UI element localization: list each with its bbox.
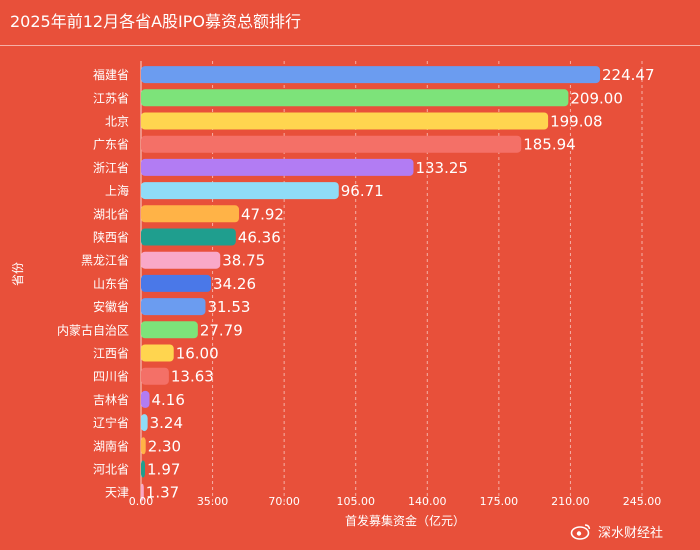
bar [141, 483, 144, 501]
category-label: 吉林省 [93, 393, 129, 407]
category-label: 黑龙江省 [81, 254, 129, 268]
bar [141, 251, 221, 269]
category-label: 江西省 [93, 347, 129, 361]
category-label: 北京 [105, 115, 129, 129]
value-label: 2.30 [148, 437, 181, 455]
bar [141, 112, 549, 130]
x-tick-label: 245.00 [623, 495, 662, 508]
grid-lines [212, 61, 643, 504]
value-label: 96.71 [341, 182, 384, 200]
x-tick-label: 175.00 [480, 495, 519, 508]
bar [141, 66, 601, 84]
y-axis-label: 省份 [11, 262, 25, 286]
bar [141, 158, 414, 176]
x-tick-label: 105.00 [336, 495, 375, 508]
category-label: 湖北省 [93, 206, 129, 221]
value-label: 224.47 [602, 66, 655, 84]
bar [141, 367, 169, 385]
category-label: 浙江省 [93, 161, 129, 175]
category-label: 陕西省 [93, 230, 129, 245]
bar [141, 460, 146, 478]
category-label: 辽宁省 [93, 415, 129, 430]
bar [141, 135, 522, 153]
value-label: 1.37 [146, 484, 179, 502]
value-label: 16.00 [176, 345, 219, 363]
x-tick-label: 35.00 [197, 495, 229, 508]
bar [141, 274, 212, 292]
category-label: 山东省 [93, 277, 129, 291]
bar [141, 344, 174, 362]
bar [141, 228, 236, 246]
bar [141, 390, 150, 408]
bar [141, 414, 148, 432]
bar [141, 437, 146, 455]
value-label: 209.00 [570, 89, 623, 107]
value-label: 199.08 [550, 113, 603, 131]
category-label: 河北省 [93, 463, 129, 477]
value-label: 185.94 [523, 136, 576, 154]
x-axis-label: 首发募集资金（亿元） [345, 513, 465, 528]
bar [141, 89, 569, 107]
bar [141, 298, 206, 316]
value-label: 46.36 [238, 229, 281, 247]
value-label: 4.16 [152, 391, 185, 409]
category-label: 广东省 [93, 138, 129, 152]
category-label: 天津 [105, 486, 129, 500]
watermark-text: 深水财经社 [598, 526, 664, 541]
category-label: 湖南省 [93, 438, 129, 453]
title-divider [0, 45, 700, 46]
x-tick-label: 140.00 [408, 495, 447, 508]
x-tick-label: 70.00 [268, 495, 300, 508]
value-label: 47.92 [241, 205, 284, 223]
value-labels: 224.47 209.00 199.08 185.94 133.25 96.71 47.92… [146, 66, 655, 502]
category-label: 安徽省 [93, 299, 129, 314]
category-labels: 福建省江苏省北京广东省浙江省上海湖北省陕西省黑龙江省山东省安徽省内蒙古自治区江西… [57, 67, 129, 500]
value-label: 133.25 [415, 159, 468, 177]
bar [141, 182, 339, 200]
category-label: 上海 [105, 183, 129, 198]
category-label: 福建省 [93, 67, 129, 82]
x-tick-label: 0.00 [129, 495, 154, 508]
value-label: 27.79 [200, 321, 243, 339]
bars [141, 66, 601, 501]
value-label: 13.63 [171, 368, 214, 386]
value-label: 3.24 [150, 414, 183, 432]
bar [141, 321, 198, 339]
x-tick-label: 210.00 [551, 495, 590, 508]
bar [141, 205, 239, 223]
category-label: 江苏省 [93, 91, 129, 105]
chart-title: 2025年前12月各省A股IPO募资总额排行 [10, 12, 301, 31]
category-label: 内蒙古自治区 [57, 322, 129, 337]
x-tick-labels: 0.00 35.00 70.00 105.00 140.00 175.00 210.00 24… [129, 495, 662, 508]
value-label: 31.53 [207, 298, 250, 316]
value-label: 34.26 [213, 275, 256, 293]
value-label: 1.97 [147, 461, 180, 479]
category-label: 四川省 [93, 370, 129, 384]
value-label: 38.75 [222, 252, 265, 270]
weibo-icon [570, 524, 591, 540]
